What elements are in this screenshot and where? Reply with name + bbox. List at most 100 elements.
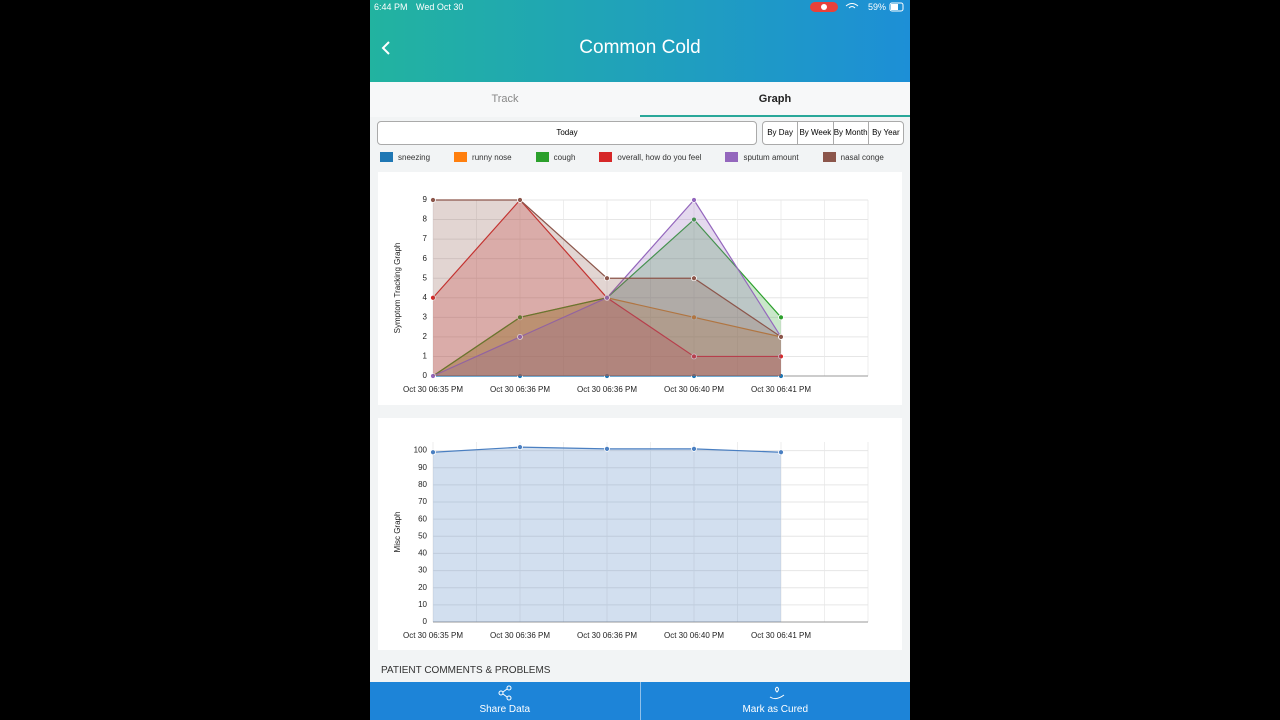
point <box>691 353 697 360</box>
area <box>433 200 781 376</box>
legend-label: cough <box>553 152 576 162</box>
point <box>778 449 784 456</box>
legend-label: overall, how do you feel <box>617 152 702 162</box>
y-tick-label: 80 <box>418 480 427 489</box>
point <box>430 373 436 379</box>
point <box>691 216 697 223</box>
y-tick-label: 100 <box>414 446 428 455</box>
tab-selected[interactable]: Graph <box>640 82 910 117</box>
status-icons <box>810 2 904 12</box>
y-tick-label: 3 <box>423 312 428 321</box>
point <box>778 373 784 379</box>
back-button[interactable] <box>380 40 392 56</box>
x-tick-label: Oct 30 06:36 PM <box>490 385 550 394</box>
y-tick-label: 4 <box>423 293 428 302</box>
period-button[interactable]: By Week <box>798 122 834 144</box>
area <box>433 200 781 376</box>
share-label: Share Data <box>479 704 531 715</box>
x-tick-label: Oct 30 06:40 PM <box>664 631 724 640</box>
x-tick-label: Oct 30 06:40 PM <box>664 385 724 394</box>
header: 6:44 PM Wed Oct 30 59% Common Cold <box>370 0 910 82</box>
period-buttons: By Day By Week By Month By Year <box>762 121 904 145</box>
y-tick-label: 0 <box>423 371 428 380</box>
point <box>691 197 697 203</box>
legend-swatch <box>725 152 739 162</box>
point <box>778 333 784 340</box>
y-tick-label: 50 <box>418 531 427 540</box>
point <box>430 294 436 301</box>
share-button[interactable]: Share Data <box>370 682 641 720</box>
y-tick-label: 6 <box>423 254 428 263</box>
point <box>604 445 610 452</box>
cured-icon <box>769 686 784 700</box>
point <box>691 445 697 452</box>
y-axis-label: Symptom Tracking Graph <box>393 243 402 334</box>
legend-label: sneezing <box>398 152 431 162</box>
y-tick-label: 70 <box>418 497 427 506</box>
tabs: Track Graph <box>370 82 910 117</box>
y-tick-label: 40 <box>418 549 427 558</box>
y-tick-label: 30 <box>418 566 427 575</box>
period-button[interactable]: By Month <box>834 122 869 144</box>
point <box>691 275 697 282</box>
legend-swatch <box>380 152 393 162</box>
period-button[interactable]: By Day <box>763 122 799 144</box>
title: Common Cold <box>579 37 701 58</box>
cured-button[interactable]: Mark as Cured <box>641 682 911 720</box>
point <box>517 333 523 340</box>
area <box>433 447 781 622</box>
x-tick-label: Oct 30 06:36 PM <box>577 631 637 640</box>
y-tick-label: 7 <box>423 234 428 243</box>
y-tick-label: 60 <box>418 514 427 523</box>
point <box>691 314 697 321</box>
point <box>604 275 610 282</box>
legend-item[interactable]: runny nose <box>454 150 512 164</box>
tab[interactable]: Track <box>491 93 519 105</box>
legend-item[interactable]: sneezing <box>380 150 430 164</box>
y-tick-label: 5 <box>423 273 428 282</box>
period-button[interactable]: By Year <box>872 128 900 137</box>
point <box>517 197 523 203</box>
point <box>517 444 523 451</box>
share-icon <box>498 685 512 701</box>
legend-label: nasal conge <box>840 152 884 162</box>
legend-item[interactable]: nasal conge <box>822 150 884 164</box>
chart: 0 10 20 30 40 50 60 70 80 90 100 Oct 30 06:35 PM Oct… <box>378 418 902 650</box>
battery: 59% <box>868 2 887 12</box>
y-tick-label: 9 <box>423 195 428 204</box>
point <box>517 314 523 321</box>
x-tick-label: Oct 30 06:35 PM <box>403 631 463 640</box>
x-tick-label: Oct 30 06:35 PM <box>403 385 463 394</box>
area <box>433 200 781 376</box>
status-time: 6:44 PM <box>374 2 408 12</box>
legend: sneezing runny nose cough overall, how do y… <box>380 150 900 164</box>
point <box>517 373 523 379</box>
legend-label: runny nose <box>472 152 512 162</box>
cured-label: Mark as Cured <box>742 704 809 715</box>
legend-swatch <box>822 152 836 162</box>
x-tick-label: Oct 30 06:41 PM <box>751 631 811 640</box>
action-bar: Share Data Mark as Cured <box>370 682 910 720</box>
chart: 0 1 2 3 4 5 6 7 8 9 Oct 30 06:35 PM Oct 30 06:36 PM… <box>378 172 902 405</box>
point <box>604 373 610 379</box>
legend-swatch <box>599 152 613 162</box>
x-tick-label: Oct 30 06:41 PM <box>751 385 811 394</box>
y-tick-label: 1 <box>423 352 428 361</box>
date-range[interactable]: Today <box>377 121 757 145</box>
point <box>604 294 610 301</box>
y-tick-label: 90 <box>418 463 427 472</box>
legend-item[interactable]: sputum amount <box>725 150 799 164</box>
y-tick-label: 10 <box>418 600 427 609</box>
status-date: Wed Oct 30 <box>416 2 464 12</box>
x-tick-label: Oct 30 06:36 PM <box>577 385 637 394</box>
legend-swatch <box>454 152 468 162</box>
y-tick-label: 0 <box>423 617 428 626</box>
legend-item[interactable]: cough <box>535 150 576 164</box>
legend-item[interactable]: overall, how do you feel <box>599 150 701 164</box>
section-title: PATIENT COMMENTS & PROBLEMS <box>381 665 551 676</box>
y-tick-label: 20 <box>418 583 427 592</box>
y-tick-label: 8 <box>423 215 428 224</box>
y-axis-label: Misc Graph <box>393 512 402 553</box>
y-tick-label: 2 <box>423 332 428 341</box>
